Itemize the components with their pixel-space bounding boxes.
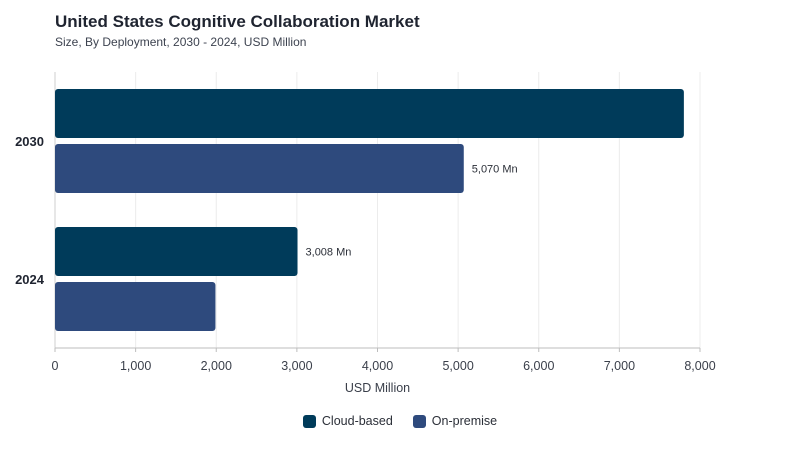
x-tick-label: 5,000 xyxy=(442,359,473,373)
x-tick-label: 4,000 xyxy=(362,359,393,373)
legend-label-cloud: Cloud-based xyxy=(321,414,393,428)
bar-cloud-based-2024 xyxy=(55,227,298,276)
x-axis-title: USD Million xyxy=(345,381,410,395)
chart-subtitle: Size, By Deployment, 2030 - 2024, USD Mi… xyxy=(55,35,307,49)
x-tick-label: 6,000 xyxy=(523,359,554,373)
x-tick-label: 8,000 xyxy=(684,359,715,373)
bar-data-label: 5,070 Mn xyxy=(472,164,518,176)
chart-title: United States Cognitive Collaboration Ma… xyxy=(55,12,420,31)
x-tick-label: 1,000 xyxy=(120,359,151,373)
bar-on-premise-2030 xyxy=(55,144,464,193)
legend-swatch-onpremise xyxy=(412,414,426,428)
bar-data-label: 3,008 Mn xyxy=(306,247,352,259)
x-tick-label: 0 xyxy=(52,359,59,373)
legend-item-cloud[interactable]: Cloud-based xyxy=(302,414,393,428)
legend-swatch-cloud xyxy=(302,414,316,428)
y-category-label: 2030 xyxy=(15,134,44,149)
x-tick-label: 2,000 xyxy=(201,359,232,373)
x-tick-label: 7,000 xyxy=(604,359,635,373)
bar-on-premise-2024 xyxy=(55,282,216,331)
legend-label-onpremise: On-premise xyxy=(431,414,498,428)
legend-item-onpremise[interactable]: On-premise xyxy=(412,414,498,428)
bar-cloud-based-2030 xyxy=(55,89,684,138)
y-category-label: 2024 xyxy=(15,272,45,287)
legend: Cloud-based On-premise xyxy=(0,414,800,428)
x-tick-label: 3,000 xyxy=(281,359,312,373)
